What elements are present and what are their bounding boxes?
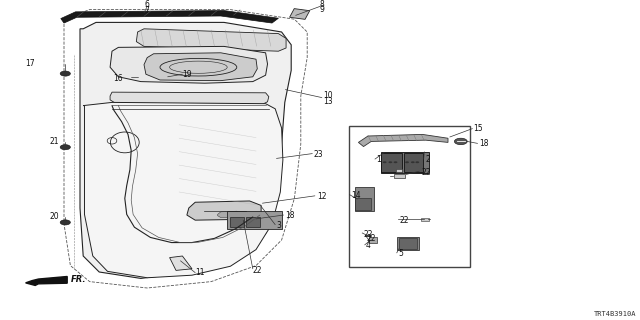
Bar — [349, 126, 470, 267]
Polygon shape — [358, 134, 448, 147]
Bar — [369, 237, 377, 243]
Circle shape — [411, 161, 415, 163]
Text: 22: 22 — [253, 266, 262, 275]
Polygon shape — [110, 46, 268, 83]
Text: 22: 22 — [421, 168, 431, 177]
Text: 11: 11 — [195, 268, 205, 277]
Text: 18: 18 — [285, 212, 294, 220]
Polygon shape — [170, 256, 192, 270]
Text: 19: 19 — [182, 70, 192, 79]
Text: 22: 22 — [366, 234, 376, 243]
Bar — [290, 9, 310, 19]
Text: 5: 5 — [399, 249, 404, 258]
Polygon shape — [136, 29, 286, 51]
Polygon shape — [83, 102, 283, 278]
Bar — [355, 187, 374, 211]
Text: 15: 15 — [474, 124, 483, 133]
Circle shape — [60, 145, 70, 150]
Polygon shape — [110, 92, 269, 104]
Bar — [381, 153, 402, 172]
Text: 2: 2 — [426, 156, 430, 164]
Text: 21: 21 — [50, 137, 60, 146]
Bar — [397, 237, 419, 250]
Text: 4: 4 — [366, 241, 371, 250]
Text: 8: 8 — [319, 0, 324, 9]
Bar — [404, 153, 423, 172]
Bar — [355, 197, 371, 210]
Text: 7: 7 — [145, 6, 150, 15]
Bar — [246, 217, 260, 227]
Text: 22: 22 — [364, 230, 373, 239]
Bar — [396, 169, 402, 172]
Text: 22: 22 — [400, 216, 410, 225]
Circle shape — [388, 161, 392, 163]
Text: 3: 3 — [276, 221, 282, 230]
Circle shape — [60, 71, 70, 76]
Circle shape — [405, 161, 409, 163]
Text: 20: 20 — [50, 212, 60, 221]
Bar — [399, 238, 417, 249]
Polygon shape — [80, 22, 291, 278]
Polygon shape — [61, 11, 278, 23]
Circle shape — [394, 161, 397, 163]
Text: 17: 17 — [26, 60, 35, 68]
Bar — [394, 174, 405, 178]
Bar — [230, 217, 244, 227]
Text: 1: 1 — [376, 156, 381, 164]
Circle shape — [60, 220, 70, 225]
Polygon shape — [26, 276, 67, 285]
Text: 23: 23 — [314, 150, 323, 159]
Text: 18: 18 — [479, 139, 488, 148]
Polygon shape — [227, 211, 282, 229]
Circle shape — [415, 161, 419, 163]
Text: 16: 16 — [113, 74, 123, 83]
Polygon shape — [218, 211, 242, 218]
Text: 9: 9 — [319, 5, 324, 14]
Circle shape — [383, 161, 387, 163]
Text: 14: 14 — [351, 191, 360, 200]
Text: TRT4B3910A: TRT4B3910A — [595, 311, 637, 317]
Text: 13: 13 — [323, 97, 333, 106]
Bar — [421, 218, 429, 221]
Text: 6: 6 — [145, 0, 150, 9]
Polygon shape — [144, 53, 257, 81]
Polygon shape — [187, 201, 261, 220]
Bar — [381, 152, 429, 173]
Text: 10: 10 — [323, 92, 333, 100]
Text: 12: 12 — [317, 192, 326, 201]
Circle shape — [454, 138, 467, 145]
Text: FR.: FR. — [70, 276, 86, 284]
